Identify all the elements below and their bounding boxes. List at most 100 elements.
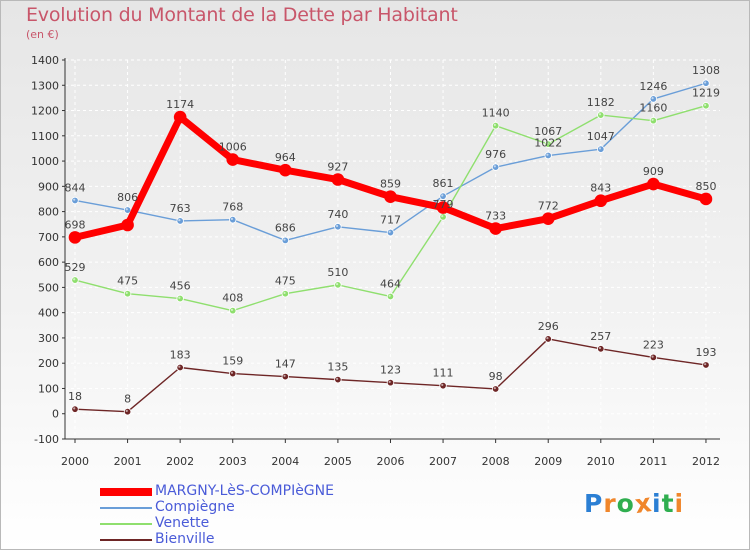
data-point-highlight — [441, 215, 444, 218]
data-point — [121, 218, 134, 232]
data-label: 1140 — [482, 107, 510, 120]
data-point-marker — [386, 292, 395, 301]
data-point-marker — [649, 116, 658, 125]
data-point-marker — [597, 111, 605, 119]
data-point — [541, 212, 555, 225]
data-point-marker — [649, 353, 658, 362]
data-point — [229, 306, 237, 315]
data-label: 1219 — [692, 87, 720, 100]
data-label: 1174 — [166, 98, 194, 111]
data-point — [176, 363, 184, 372]
legend-swatch — [100, 507, 152, 509]
data-label: 408 — [222, 292, 243, 305]
data-point — [281, 236, 290, 245]
data-point-marker — [71, 276, 79, 284]
data-point — [649, 353, 658, 362]
data-point-highlight — [598, 147, 602, 150]
data-point — [597, 111, 605, 119]
legend-label: Bienville — [155, 531, 215, 547]
data-point-highlight — [73, 278, 76, 281]
x-tick-label: 2009 — [534, 455, 562, 468]
data-label: 183 — [170, 348, 191, 361]
x-tick-label: 2011 — [639, 455, 667, 468]
data-point-marker — [647, 177, 660, 191]
data-point-marker — [279, 163, 292, 177]
data-point-marker — [541, 212, 555, 225]
data-label: 927 — [327, 161, 348, 174]
data-label: 733 — [485, 210, 506, 223]
data-point — [436, 201, 450, 214]
data-point-highlight — [546, 153, 549, 156]
logo-letter: x — [632, 487, 654, 520]
data-point — [334, 223, 342, 231]
data-point-highlight — [336, 224, 339, 228]
data-point-marker — [331, 173, 345, 186]
data-point — [386, 378, 395, 387]
data-point-highlight — [178, 219, 181, 222]
data-point-marker — [123, 408, 132, 416]
logo-letter: i — [674, 489, 685, 518]
y-tick-label: 0 — [52, 408, 59, 421]
y-tick-label: 400 — [38, 307, 59, 320]
data-point-highlight — [704, 81, 707, 84]
x-tick-label: 2003 — [219, 455, 247, 468]
data-point-highlight — [230, 371, 234, 374]
data-label: 296 — [538, 320, 559, 333]
x-tick-label: 2005 — [324, 455, 352, 468]
data-label: 1160 — [639, 102, 667, 115]
data-point-highlight — [598, 346, 602, 350]
data-point-marker — [544, 151, 552, 160]
data-point — [229, 215, 237, 224]
data-point-marker — [699, 192, 713, 206]
data-point — [386, 228, 395, 237]
data-point-marker — [229, 369, 237, 378]
data-label: 909 — [643, 165, 664, 178]
logo-letter: r — [603, 489, 617, 518]
data-point-highlight — [283, 374, 286, 377]
data-point — [229, 369, 237, 378]
data-point-highlight — [283, 238, 286, 241]
y-tick-label: -100 — [34, 433, 59, 446]
data-label: 257 — [590, 330, 611, 343]
data-label: 850 — [695, 180, 716, 193]
data-point-highlight — [388, 380, 391, 383]
legend-swatch — [100, 539, 152, 541]
data-point-marker — [386, 378, 395, 387]
data-label: 1047 — [587, 130, 615, 143]
data-point-highlight — [230, 217, 234, 220]
data-point — [71, 196, 79, 205]
y-tick-label: 1400 — [31, 54, 59, 67]
logo-letter: o — [616, 489, 635, 518]
data-label: 123 — [380, 364, 401, 377]
data-point-marker — [334, 281, 342, 289]
data-point — [279, 163, 292, 177]
data-label: 698 — [65, 218, 86, 231]
data-point-marker — [71, 196, 79, 205]
x-tick-label: 2001 — [114, 455, 142, 468]
y-tick-label: 300 — [38, 332, 59, 345]
data-label: 717 — [380, 214, 401, 227]
data-label: 1067 — [534, 125, 562, 138]
data-label: 147 — [275, 358, 296, 371]
data-label: 859 — [380, 178, 401, 191]
data-label: 1182 — [587, 96, 615, 109]
data-point-highlight — [546, 142, 549, 145]
data-point — [331, 173, 345, 186]
y-tick-label: 600 — [38, 256, 59, 269]
data-label: 686 — [275, 221, 296, 234]
data-point-marker — [439, 192, 447, 200]
y-tick-label: 900 — [38, 180, 59, 193]
data-point — [702, 361, 710, 369]
data-point-marker — [68, 231, 82, 244]
data-label: 8 — [124, 393, 131, 406]
x-tick-label: 2012 — [692, 455, 720, 468]
data-point-marker — [121, 218, 134, 232]
data-point-marker — [176, 294, 184, 303]
data-point — [544, 335, 552, 343]
data-point — [123, 408, 132, 416]
data-point-highlight — [125, 291, 128, 295]
data-point-highlight — [651, 97, 654, 100]
y-tick-label: 1000 — [31, 155, 59, 168]
data-point-marker — [123, 206, 132, 214]
data-point-highlight — [441, 383, 444, 386]
